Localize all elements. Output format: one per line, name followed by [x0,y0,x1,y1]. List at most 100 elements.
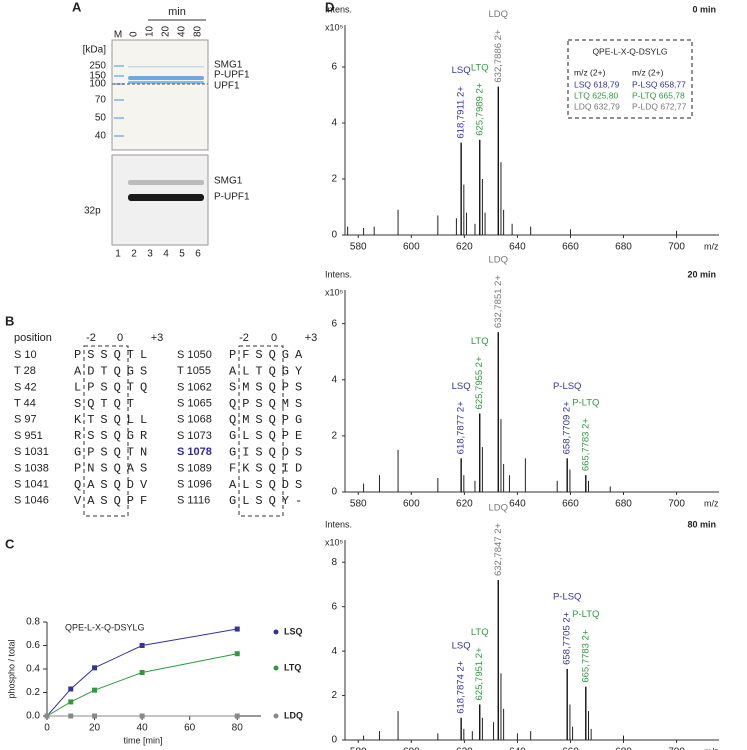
peak-name: LDQ [489,255,509,266]
kda-marker: 100 [89,79,106,90]
y-tick-label: 0.4 [26,664,40,675]
kda-marker: 50 [95,113,107,124]
x-tick-label: 700 [668,747,685,750]
point [234,713,240,719]
x-axis-label: m/z [704,241,719,251]
x-tick-label: 580 [350,242,367,253]
y-tick-label: 0.8 [26,617,40,628]
inset-entry: LDQ 632,79 [574,101,620,111]
legend-marker [273,629,279,635]
x-tick-label: 600 [403,242,420,253]
x-tick-label: 700 [668,242,685,253]
peak-name: LTQ [471,627,489,638]
lane-number: 5 [179,249,185,260]
lane-number: 6 [195,249,201,260]
peak-label: 632,7847 2+ [493,522,504,576]
motif-box [238,345,284,517]
sequence: ALTQGY [229,364,308,378]
site: S 1096 [177,479,212,491]
y-tick-label: 2 [331,431,337,442]
inset-header: m/z (2+) [574,67,606,77]
y-tick-label: 6 [331,601,337,612]
site: S 1073 [177,430,212,442]
gel-frame [111,39,209,151]
inset-box [567,39,693,119]
blot-band [128,180,204,185]
band-label: SMG1 [214,60,243,71]
x-tick-label: 620 [456,242,473,253]
x-tick-label: 60 [184,723,196,734]
x-tick-label: 620 [456,499,473,510]
site: S 42 [14,381,37,393]
site: S 1062 [177,381,212,393]
spectrum-title: 20 min [687,269,716,279]
lane-label: 20 [161,25,172,37]
sequence: GISQDS [229,445,308,459]
peak-label: 658,7709 2+ [562,401,573,455]
band-label: SMG1 [214,176,243,187]
peak-name: P-LSQ [553,591,582,602]
time-unit: min [168,6,186,18]
spectrum-title: 0 min [692,4,716,14]
site: S 1078 [177,446,212,458]
x-tick-label: 580 [350,747,367,750]
y-tick-label: 4 [331,118,337,129]
site: S 1068 [177,414,212,426]
x-tick-label: 660 [562,242,579,253]
sequence: QASQDV [74,478,153,492]
x-tick-label: 700 [668,499,685,510]
peak-label: 625,7951 2+ [474,647,485,701]
x-axis-label: m/z [704,746,719,750]
inset-entry: LTQ 625,80 [574,90,619,100]
position-mark: 0 [271,332,277,344]
site: S 1050 [177,349,212,361]
lane-number: 1 [115,249,121,260]
panel-label: D [325,0,334,14]
point [44,713,50,719]
x-tick-label: 40 [137,723,149,734]
y-tick-label: 8 [331,557,337,568]
site: S 951 [14,430,43,442]
band-label: P-UPF1 [214,70,250,81]
point [139,643,145,648]
sequence: RSSQGR [74,429,153,443]
x-tick-label: 640 [509,242,526,253]
site: T 1055 [177,365,211,377]
y-axis-label: Intens. [325,4,352,14]
x-tick-label: 600 [403,747,420,750]
sequence: ADTQGS [74,364,153,378]
site: S 1046 [14,495,49,507]
point [68,713,74,719]
point [139,670,145,676]
legend-marker [273,713,279,719]
site: T 44 [14,398,36,410]
sequence: KTSQLL [74,413,153,427]
point [92,665,98,671]
kda-marker: 70 [95,95,107,106]
site: S 1038 [14,462,49,474]
y-tick-label: 6 [331,62,337,73]
legend-label: LDQ [284,710,303,720]
point [234,626,240,632]
x-tick-label: 620 [456,747,473,750]
y-tick-label: 4 [331,646,337,657]
motif-box [83,345,129,517]
peak-label: 625,7955 2+ [474,356,485,410]
sequence: GLSQPE [229,429,308,443]
peak-name: LTQ [471,62,489,73]
blot-band [128,194,204,201]
peak-label: 618,7911 2+ [456,86,467,139]
site: S 1031 [14,446,49,458]
x-tick-label: 0 [44,723,50,734]
y-tick-label: 0 [331,735,337,746]
position-label: position [14,332,52,344]
peak-name: LTQ [471,336,489,347]
peak-name: P-LTQ [572,398,599,409]
site: S 1116 [177,495,210,507]
kda-marker: 40 [95,131,107,142]
sequence: SQTQT [74,397,140,411]
chart-title: QPE-L-X-Q-DSYLG [65,622,145,632]
x-tick-label: 600 [403,499,420,510]
x-axis-label: time [min] [123,735,162,745]
